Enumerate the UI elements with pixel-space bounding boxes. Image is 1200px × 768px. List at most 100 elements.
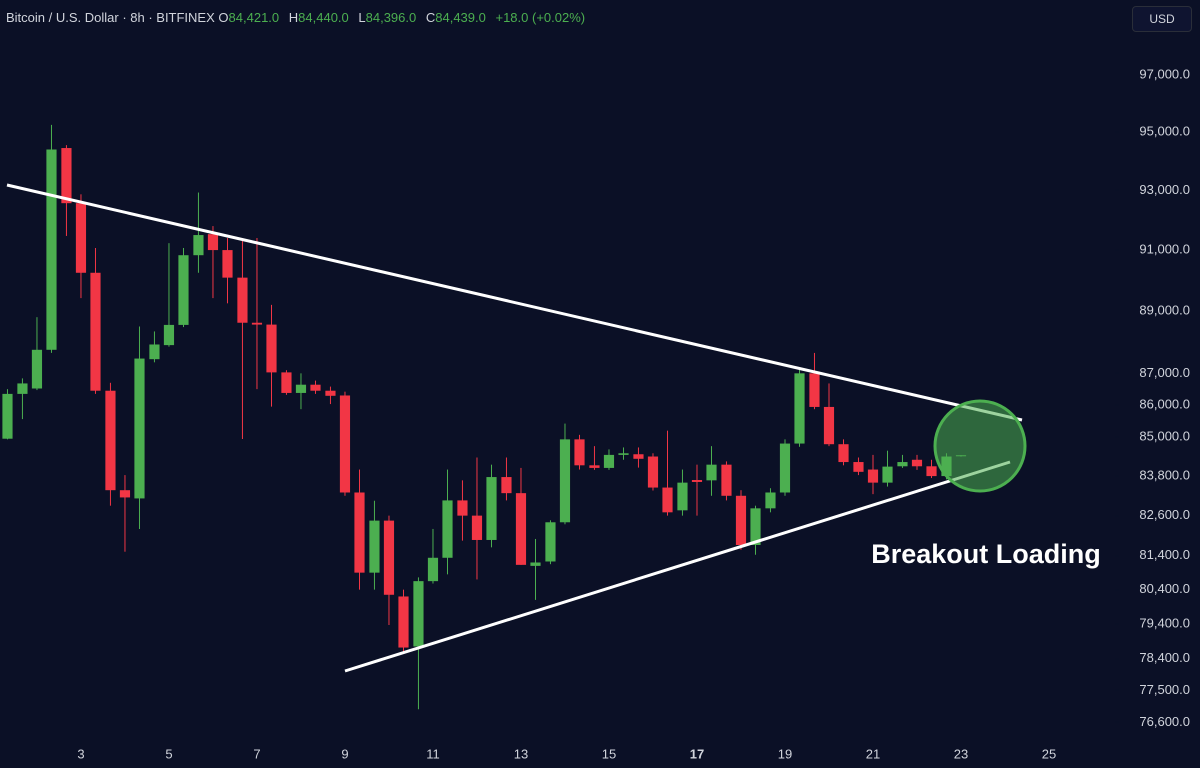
y-tick-label: 87,000.0 — [1139, 365, 1190, 380]
candle-body — [574, 439, 585, 466]
candle-body — [295, 384, 307, 393]
candle-body — [2, 393, 13, 439]
close-label: C — [425, 10, 436, 25]
candle-body — [809, 373, 820, 407]
high-label: H — [288, 10, 299, 25]
candle-body — [325, 390, 336, 396]
candle-body — [779, 443, 791, 493]
y-tick-label: 76,600.0 — [1139, 714, 1190, 729]
x-tick-label: 7 — [253, 746, 260, 761]
candle-body — [559, 439, 571, 523]
candle-body — [354, 492, 365, 573]
candle-body — [618, 453, 629, 455]
x-tick-label: 5 — [165, 746, 172, 761]
candle-body — [75, 203, 87, 273]
candle-body — [691, 480, 703, 482]
candle-body — [867, 469, 879, 483]
candle-body — [457, 500, 468, 516]
candle-body — [486, 477, 497, 540]
candle-body — [31, 349, 43, 389]
x-tick-label: 25 — [1042, 746, 1056, 761]
candle-body — [163, 324, 175, 346]
y-tick-label: 78,400.0 — [1139, 650, 1190, 665]
annotation: Breakout Loading — [871, 539, 1101, 569]
candle-body — [339, 395, 351, 493]
x-tick-label: 21 — [866, 746, 880, 761]
candle-body — [90, 272, 101, 391]
candle-body — [633, 454, 644, 459]
candle-body — [413, 581, 424, 647]
change-value: +18.0 (+0.02%) — [495, 10, 586, 25]
legend-header: Bitcoin / U.S. Dollar · 8h · BITFINEX O8… — [6, 10, 591, 25]
candle-body — [207, 234, 219, 251]
axes: 97,000.0 95,000.0 93,000.0 91,000.0 89,000.0… — [77, 66, 1190, 761]
candle-body — [442, 500, 453, 558]
candle-body — [677, 482, 688, 511]
y-tick-label: 86,000.0 — [1139, 396, 1190, 411]
x-tick-label: 9 — [341, 746, 348, 761]
candle-body — [398, 596, 409, 648]
candle-body — [178, 255, 189, 325]
y-tick-label: 93,000.0 — [1139, 182, 1190, 197]
candle-body — [193, 235, 204, 256]
x-tick-label: 17 — [690, 746, 704, 761]
low-value: 84,396.0 — [365, 10, 417, 25]
candle-body — [589, 465, 600, 468]
candle-body — [530, 562, 541, 566]
candles — [2, 124, 967, 710]
candle-body — [427, 557, 439, 582]
candle-body — [266, 324, 277, 373]
candle-body — [647, 456, 659, 488]
y-tick-label: 89,000.0 — [1139, 302, 1190, 317]
candle-body — [369, 520, 380, 573]
candle-body — [838, 444, 849, 463]
low-label: L — [358, 10, 366, 25]
candle-body — [310, 384, 321, 391]
x-tick-label: 15 — [602, 746, 616, 761]
y-tick-label: 82,600.0 — [1139, 507, 1190, 522]
candle-body — [17, 383, 28, 394]
y-tick-label: 91,000.0 — [1139, 242, 1190, 257]
candle-body — [501, 477, 512, 494]
candle-body — [882, 466, 893, 483]
candle-body — [46, 149, 57, 350]
candle-body — [149, 344, 160, 360]
y-tick-label: 80,400.0 — [1139, 581, 1190, 596]
y-tick-label: 95,000.0 — [1139, 124, 1190, 139]
open-value: 84,421.0 — [228, 10, 280, 25]
currency-button[interactable]: USD — [1132, 6, 1192, 32]
candle-body — [383, 520, 395, 595]
x-tick-label: 3 — [77, 746, 84, 761]
y-tick-label: 77,500.0 — [1139, 682, 1190, 697]
candle-body — [706, 464, 717, 481]
x-tick-label: 23 — [954, 746, 968, 761]
candle-body — [750, 508, 761, 545]
candle-body — [61, 148, 72, 204]
candle-body — [251, 322, 263, 325]
y-tick-label: 97,000.0 — [1139, 66, 1190, 81]
candle-body — [662, 487, 673, 513]
candle-body — [119, 490, 131, 498]
candle-body — [237, 277, 248, 323]
candle-body — [222, 250, 233, 278]
candle-body — [721, 464, 732, 496]
candle-body — [515, 493, 527, 565]
candle-body — [603, 454, 615, 468]
candle-body — [134, 358, 145, 499]
lower-trendline — [344, 460, 1011, 673]
high-value: 84,440.0 — [298, 10, 349, 25]
candle-body — [545, 522, 556, 562]
upper-trendline — [6, 183, 1023, 422]
candle-body — [823, 406, 835, 445]
x-tick-label: 19 — [778, 746, 792, 761]
x-tick-label: 11 — [426, 746, 440, 761]
candle-body — [897, 462, 908, 467]
symbol: Bitcoin / U.S. Dollar · 8h · BITFINEX — [6, 10, 215, 25]
y-tick-label: 85,000.0 — [1139, 429, 1190, 444]
candle-body — [926, 466, 937, 477]
y-tick-label: 81,400.0 — [1139, 547, 1190, 562]
candle-body — [794, 373, 805, 444]
x-tick-label: 13 — [514, 746, 528, 761]
